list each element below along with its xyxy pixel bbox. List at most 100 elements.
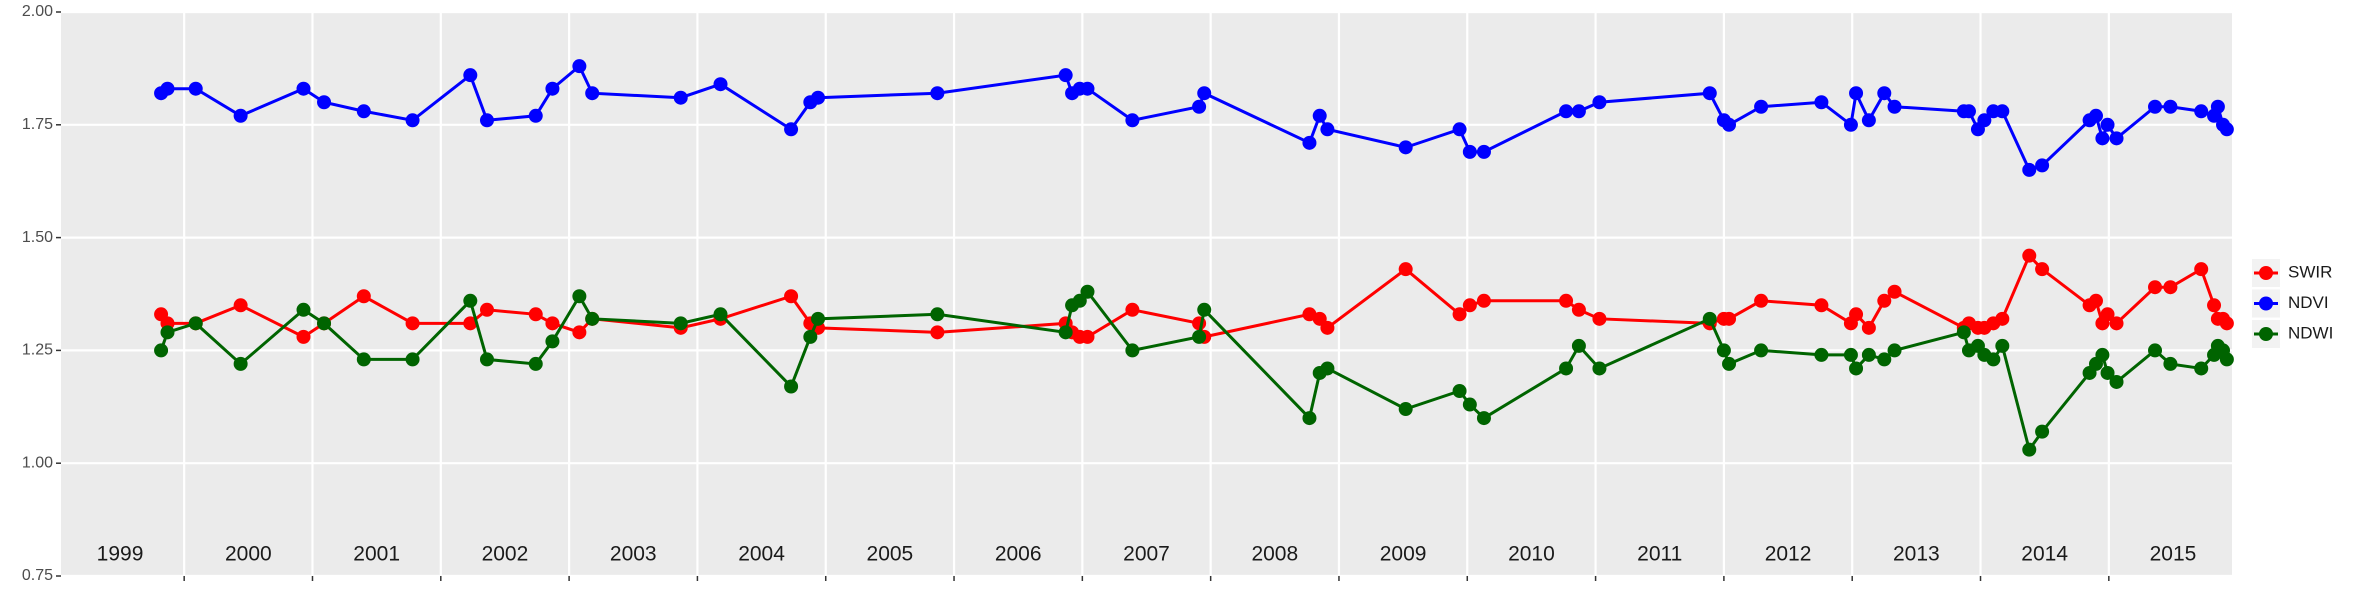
data-point bbox=[356, 104, 371, 119]
data-point bbox=[1754, 99, 1769, 114]
data-point bbox=[1716, 343, 1731, 358]
data-point bbox=[1476, 411, 1491, 426]
data-point bbox=[572, 325, 587, 340]
data-point bbox=[1861, 320, 1876, 335]
data-point bbox=[1080, 284, 1095, 299]
y-tick-label: 1.50 bbox=[22, 229, 53, 246]
data-point bbox=[1722, 311, 1737, 326]
data-point bbox=[2100, 117, 2115, 132]
data-point bbox=[528, 108, 543, 123]
data-point bbox=[479, 302, 494, 317]
data-point bbox=[1861, 113, 1876, 128]
year-label: 2013 bbox=[1893, 543, 1940, 566]
legend-label: SWIR bbox=[2288, 262, 2332, 281]
data-point bbox=[1754, 293, 1769, 308]
data-point bbox=[1476, 144, 1491, 159]
legend-dot bbox=[2259, 296, 2273, 311]
data-point bbox=[1452, 122, 1467, 137]
data-point bbox=[1814, 298, 1829, 313]
data-point bbox=[2100, 307, 2115, 322]
data-point bbox=[2109, 374, 2124, 389]
data-point bbox=[1462, 144, 1477, 159]
year-label: 2003 bbox=[610, 543, 657, 566]
data-point bbox=[1877, 352, 1892, 367]
data-point bbox=[463, 293, 478, 308]
data-point bbox=[1571, 104, 1586, 119]
data-point bbox=[2088, 108, 2103, 123]
data-point bbox=[1843, 117, 1858, 132]
data-point bbox=[2148, 280, 2163, 295]
data-point bbox=[1559, 293, 1574, 308]
data-point bbox=[1452, 307, 1467, 322]
year-label: 2001 bbox=[353, 543, 400, 566]
legend-dot bbox=[2259, 327, 2273, 341]
data-point bbox=[160, 81, 175, 96]
data-point bbox=[296, 329, 311, 344]
data-point bbox=[673, 316, 688, 331]
data-point bbox=[784, 379, 799, 394]
data-point bbox=[463, 68, 478, 83]
data-point bbox=[1995, 104, 2010, 119]
data-point bbox=[1571, 338, 1586, 353]
data-point bbox=[1877, 293, 1892, 308]
data-point bbox=[930, 325, 945, 340]
data-point bbox=[2035, 158, 2050, 173]
data-point bbox=[2194, 361, 2209, 376]
data-point bbox=[1398, 262, 1413, 277]
data-point bbox=[713, 77, 728, 92]
data-point bbox=[713, 307, 728, 322]
data-point bbox=[1197, 302, 1212, 317]
data-point bbox=[811, 90, 826, 105]
data-point bbox=[784, 122, 799, 137]
data-point bbox=[2035, 262, 2050, 277]
year-label: 2009 bbox=[1380, 543, 1427, 566]
data-point bbox=[545, 316, 560, 331]
data-point bbox=[233, 108, 248, 123]
data-point bbox=[1843, 347, 1858, 362]
data-point bbox=[1592, 95, 1607, 110]
data-point bbox=[296, 302, 311, 317]
year-label: 2000 bbox=[225, 543, 272, 566]
data-point bbox=[1398, 402, 1413, 417]
data-point bbox=[1080, 81, 1095, 96]
year-label: 2014 bbox=[2021, 543, 2068, 566]
legend-label: NDVI bbox=[2288, 293, 2329, 312]
data-point bbox=[2100, 365, 2115, 380]
data-point bbox=[1125, 113, 1140, 128]
data-point bbox=[2148, 343, 2163, 358]
data-point bbox=[1080, 329, 1095, 344]
y-tick-label: 1.25 bbox=[22, 342, 53, 359]
data-point bbox=[1571, 302, 1586, 317]
data-point bbox=[1559, 361, 1574, 376]
data-point bbox=[572, 289, 587, 304]
data-point bbox=[1197, 86, 1212, 101]
data-point bbox=[1849, 307, 1864, 322]
data-point bbox=[1861, 347, 1876, 362]
data-point bbox=[1995, 311, 2010, 326]
data-point bbox=[154, 343, 169, 358]
data-point bbox=[2095, 347, 2110, 362]
data-point bbox=[2035, 424, 2050, 439]
data-point bbox=[463, 316, 478, 331]
data-point bbox=[545, 81, 560, 96]
data-point bbox=[1058, 325, 1073, 340]
data-point bbox=[1398, 140, 1413, 155]
year-label: 2012 bbox=[1765, 543, 1812, 566]
year-label: 2004 bbox=[738, 543, 785, 566]
data-point bbox=[2022, 162, 2037, 177]
data-point bbox=[1462, 397, 1477, 412]
data-point bbox=[1814, 95, 1829, 110]
year-label: 2011 bbox=[1637, 543, 1682, 566]
data-point bbox=[2219, 122, 2234, 137]
data-point bbox=[405, 316, 420, 331]
data-point bbox=[803, 329, 818, 344]
data-point bbox=[405, 352, 420, 367]
data-point bbox=[1192, 329, 1207, 344]
legend-label: NDWI bbox=[2288, 323, 2333, 342]
data-point bbox=[2148, 99, 2163, 114]
data-point bbox=[1476, 293, 1491, 308]
data-point bbox=[930, 307, 945, 322]
year-label: 2010 bbox=[1508, 543, 1555, 566]
data-point bbox=[356, 352, 371, 367]
